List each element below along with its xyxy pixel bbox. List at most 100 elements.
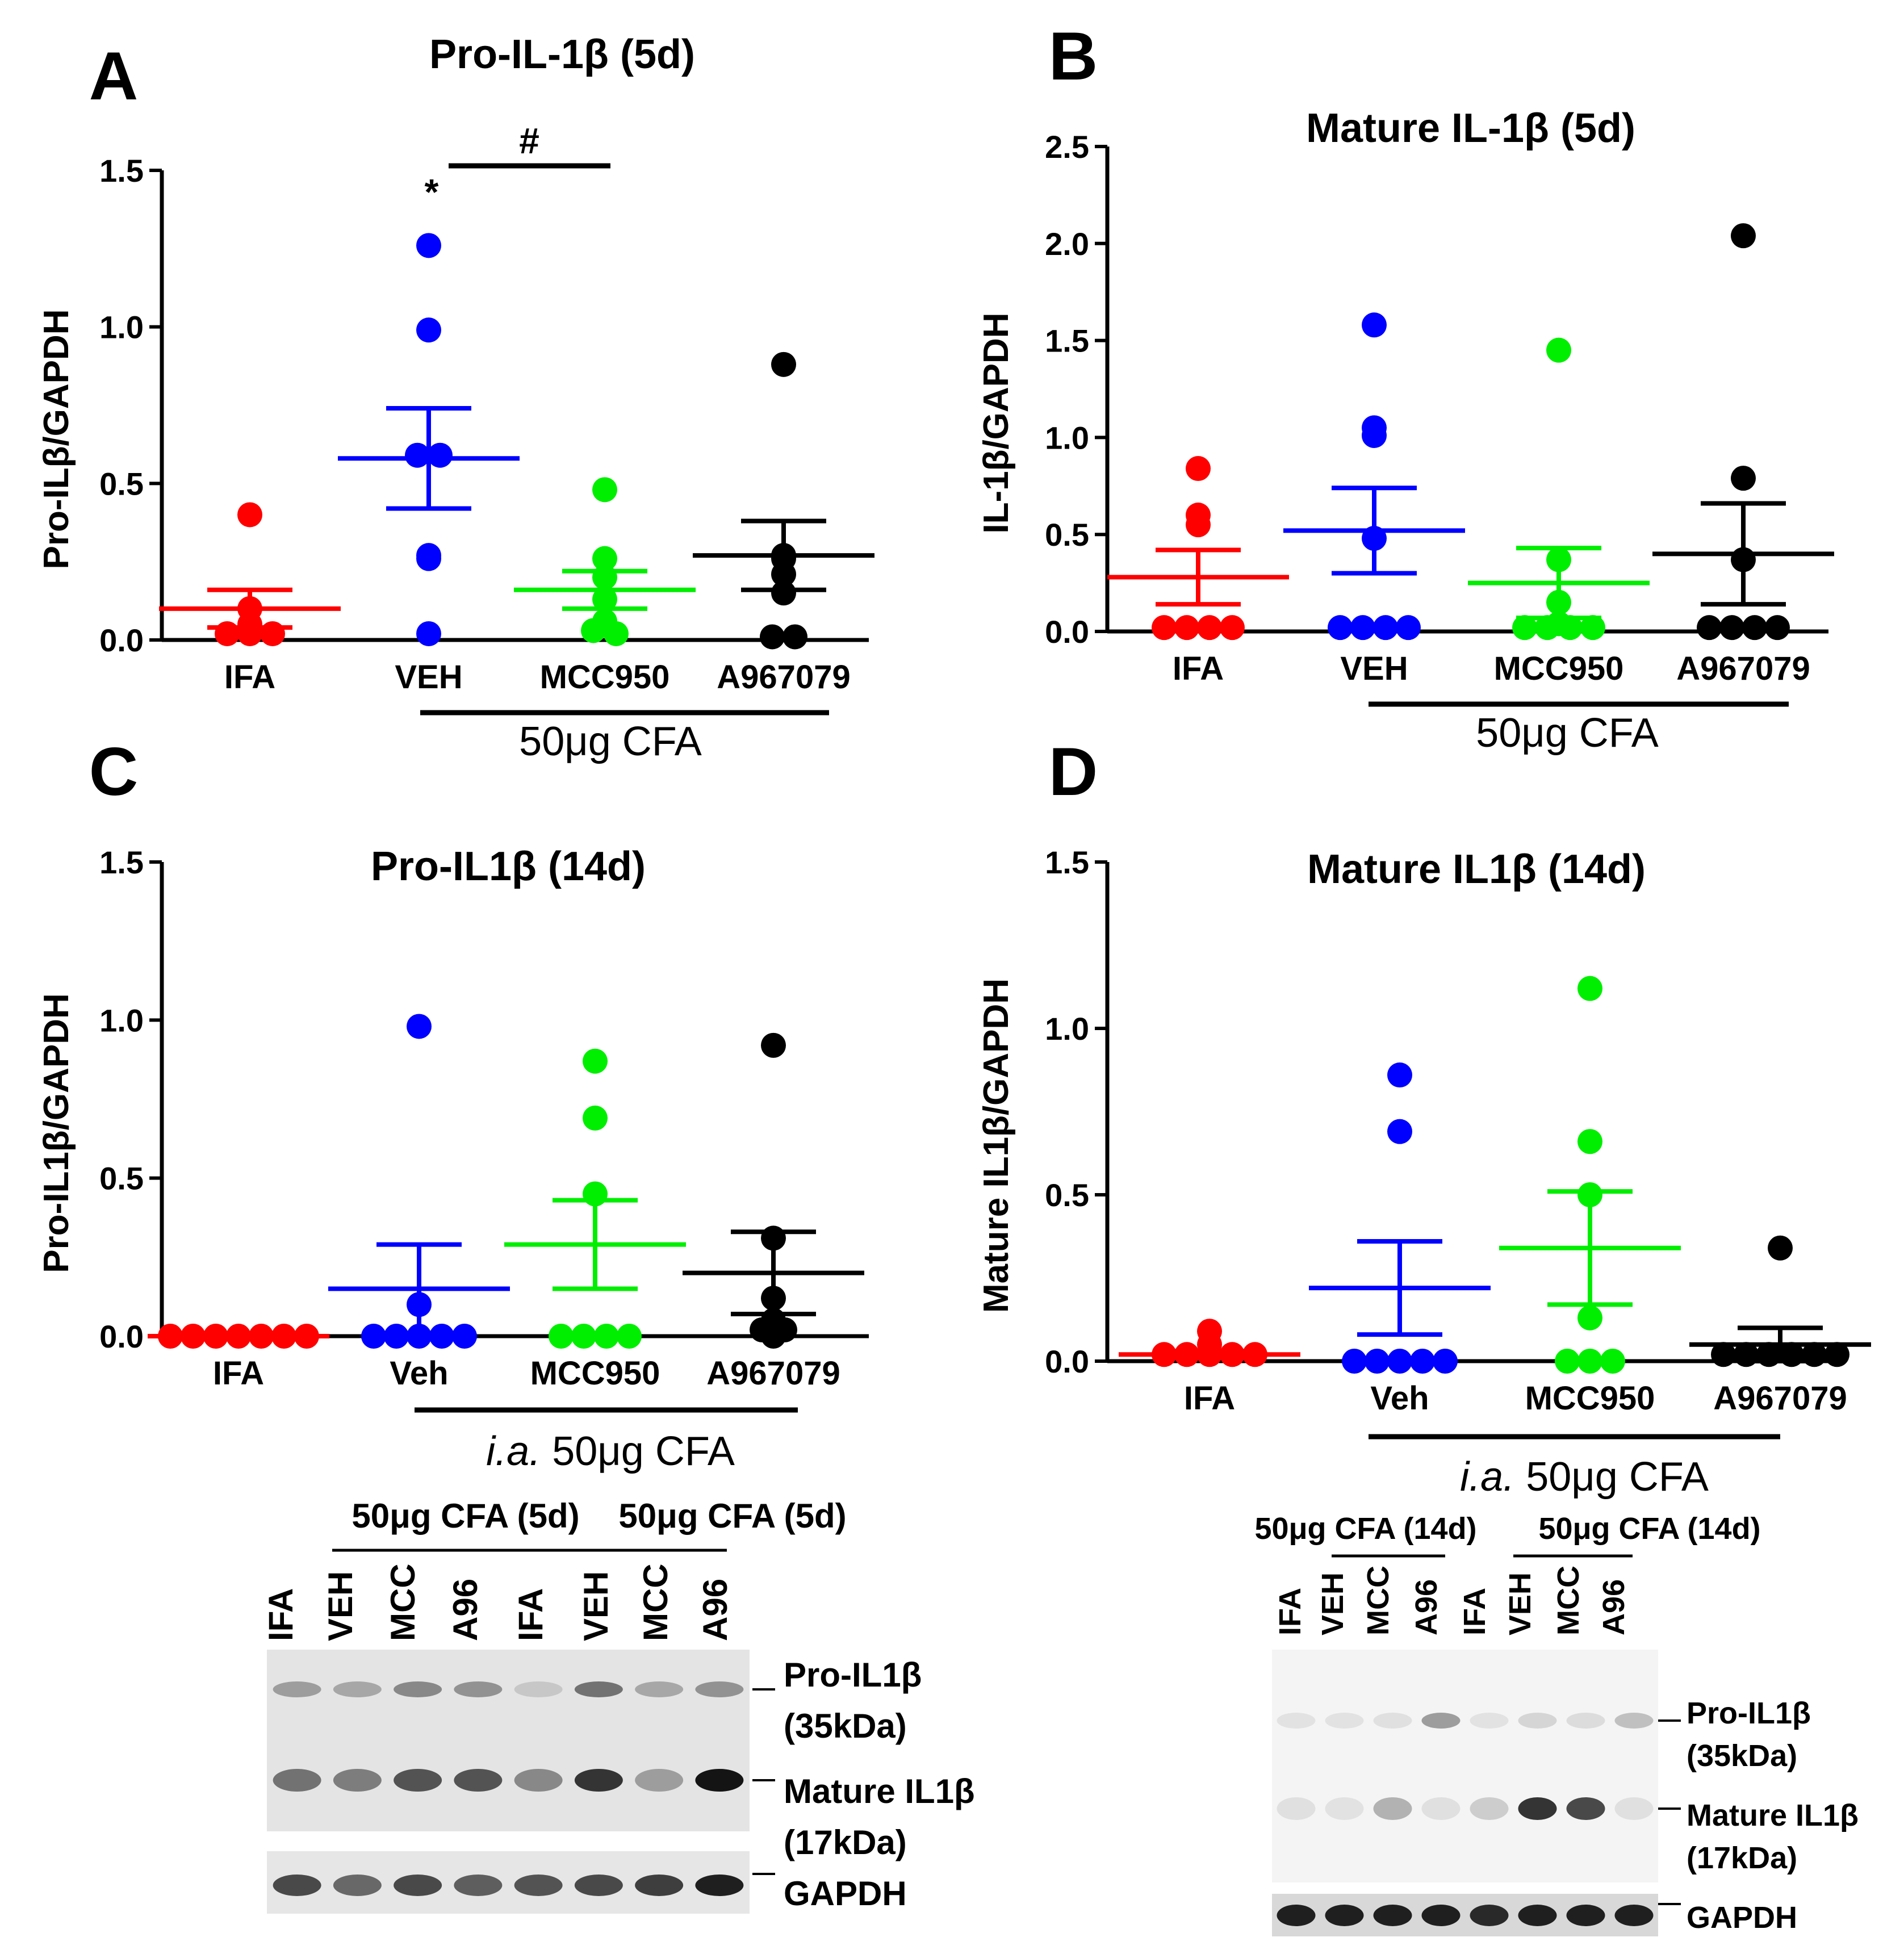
x-tick-label: IFA <box>224 659 275 696</box>
blot-header-right: 50μg CFA (5d) <box>618 1497 846 1535</box>
data-point <box>1765 615 1790 641</box>
gapdh-band <box>1325 1905 1364 1926</box>
mature-il1b-band <box>1373 1797 1412 1820</box>
data-point <box>1697 615 1722 641</box>
gapdh-band <box>333 1874 382 1896</box>
x-tick-label: MCC950 <box>530 1355 660 1392</box>
data-point <box>1152 615 1177 641</box>
treatment-dose: 50μg CFA <box>1526 1454 1709 1500</box>
gapdh-band <box>695 1874 744 1896</box>
pro-il1b-band <box>514 1681 563 1697</box>
data-point <box>1580 615 1605 641</box>
data-point <box>416 317 441 343</box>
data-point <box>1197 615 1222 641</box>
data-point <box>583 1105 608 1131</box>
data-point <box>416 621 441 646</box>
y-tick-label: 1.5 <box>1045 323 1089 359</box>
pro-il1b-band <box>1518 1713 1557 1729</box>
data-point <box>1825 1342 1849 1367</box>
data-point <box>592 477 617 503</box>
data-point <box>1577 1349 1602 1374</box>
data-point <box>1719 615 1744 641</box>
data-point <box>1362 422 1387 448</box>
mature-il1b-band <box>1277 1797 1316 1820</box>
x-tick-label: IFA <box>213 1355 264 1392</box>
y-tick-label: 2.0 <box>1045 226 1089 262</box>
data-point <box>237 502 262 528</box>
data-point <box>1512 615 1537 641</box>
mature-il1b-band <box>514 1769 563 1792</box>
treatment-label: i.a. 50μg CFA <box>486 1429 735 1474</box>
data-point <box>760 624 785 650</box>
y-axis-label: Pro-IL1β/GAPDH <box>37 993 76 1273</box>
data-point <box>771 352 796 377</box>
data-point <box>428 442 453 468</box>
panel-letter: D <box>1049 734 1098 810</box>
x-tick-label: A967079 <box>1676 650 1810 687</box>
treatment-route: i.a. <box>1460 1454 1526 1500</box>
gapdh-band <box>1277 1905 1316 1926</box>
gapdh-band <box>1470 1905 1509 1926</box>
x-tick-label: VEH <box>395 659 462 696</box>
data-point <box>1555 1349 1580 1374</box>
panel-letter: B <box>1049 18 1098 94</box>
data-point <box>1731 223 1756 249</box>
gapdh-band <box>1421 1905 1461 1926</box>
treatment-dose: 50μg CFA <box>552 1429 735 1474</box>
pro-il1b-band <box>273 1681 321 1697</box>
pro-il1b-kda: (35kDa) <box>1687 1739 1797 1773</box>
y-tick-label: 1.0 <box>99 1002 144 1038</box>
blot-lane-label: VEH <box>321 1571 359 1641</box>
x-tick-label: A967079 <box>1713 1380 1847 1417</box>
western-blot-14d: 50μg CFA (14d) 50μg CFA (14d) IFA VEH MCC A96… <box>1254 1512 1859 1936</box>
blot-lane-label: MCC <box>637 1563 675 1641</box>
y-tick-label: 1.5 <box>99 153 144 189</box>
gapdh-band <box>1566 1905 1605 1926</box>
data-point <box>1328 615 1353 641</box>
data-point <box>1350 615 1375 641</box>
data-point <box>761 1032 786 1058</box>
gapdh-label: GAPDH <box>784 1874 907 1913</box>
pro-il1b-band <box>1421 1713 1461 1729</box>
gapdh-label: GAPDH <box>1687 1901 1797 1935</box>
y-tick-label: 0.0 <box>99 1319 144 1354</box>
pro-il1b-band <box>454 1681 503 1697</box>
y-tick-label: 1.0 <box>99 309 144 345</box>
mature-il1b-band <box>1518 1797 1557 1820</box>
pro-il1b-band <box>1566 1713 1605 1729</box>
panel-letter: C <box>89 734 139 810</box>
gapdh-band <box>574 1874 623 1896</box>
y-tick-label: 2.5 <box>1045 129 1089 165</box>
mature-il1b-band <box>574 1769 623 1792</box>
data-point <box>416 233 441 258</box>
data-point <box>215 621 240 646</box>
data-point <box>1362 312 1387 338</box>
x-tick-label: MCC950 <box>1525 1380 1655 1417</box>
data-point <box>1387 1349 1412 1374</box>
blot-lane-label: IFA <box>1273 1588 1307 1635</box>
data-point <box>1387 1119 1412 1144</box>
pro-il1b-band <box>394 1681 442 1697</box>
data-point <box>1535 615 1560 641</box>
data-point <box>1373 615 1398 641</box>
pro-il1b-band <box>1373 1713 1412 1729</box>
gapdh-band <box>394 1874 442 1896</box>
gapdh-band <box>454 1874 503 1896</box>
blot-lane-label: IFA <box>1458 1588 1492 1635</box>
pro-il1b-label: Pro-IL1β <box>784 1656 922 1694</box>
y-axis-label: Mature IL1β/GAPDH <box>977 978 1016 1313</box>
gapdh-band <box>1373 1905 1412 1926</box>
significance-star: * <box>425 171 439 212</box>
x-tick-label: IFA <box>1173 650 1224 687</box>
panel-a: A Pro-IL-1β (5d) 0.0 0.5 1.0 1.5 Pro-ILβ/GAPDH… <box>37 32 874 764</box>
x-tick-label: A967079 <box>706 1355 840 1392</box>
panel-b: B Mature IL-1β (5d) 0.0 0.5 1.0 1.5 2.0 2.5 IL-1… <box>977 18 1834 756</box>
blot-lane-label: A96 <box>1597 1579 1631 1635</box>
data-point <box>761 1324 786 1349</box>
data-point <box>452 1324 477 1349</box>
data-point <box>405 442 430 468</box>
chart-title: Mature IL-1β (5d) <box>1306 106 1635 151</box>
y-tick-label: 0.5 <box>1045 1177 1089 1213</box>
x-tick-label: Veh <box>1370 1380 1429 1417</box>
data-point <box>1186 512 1211 538</box>
